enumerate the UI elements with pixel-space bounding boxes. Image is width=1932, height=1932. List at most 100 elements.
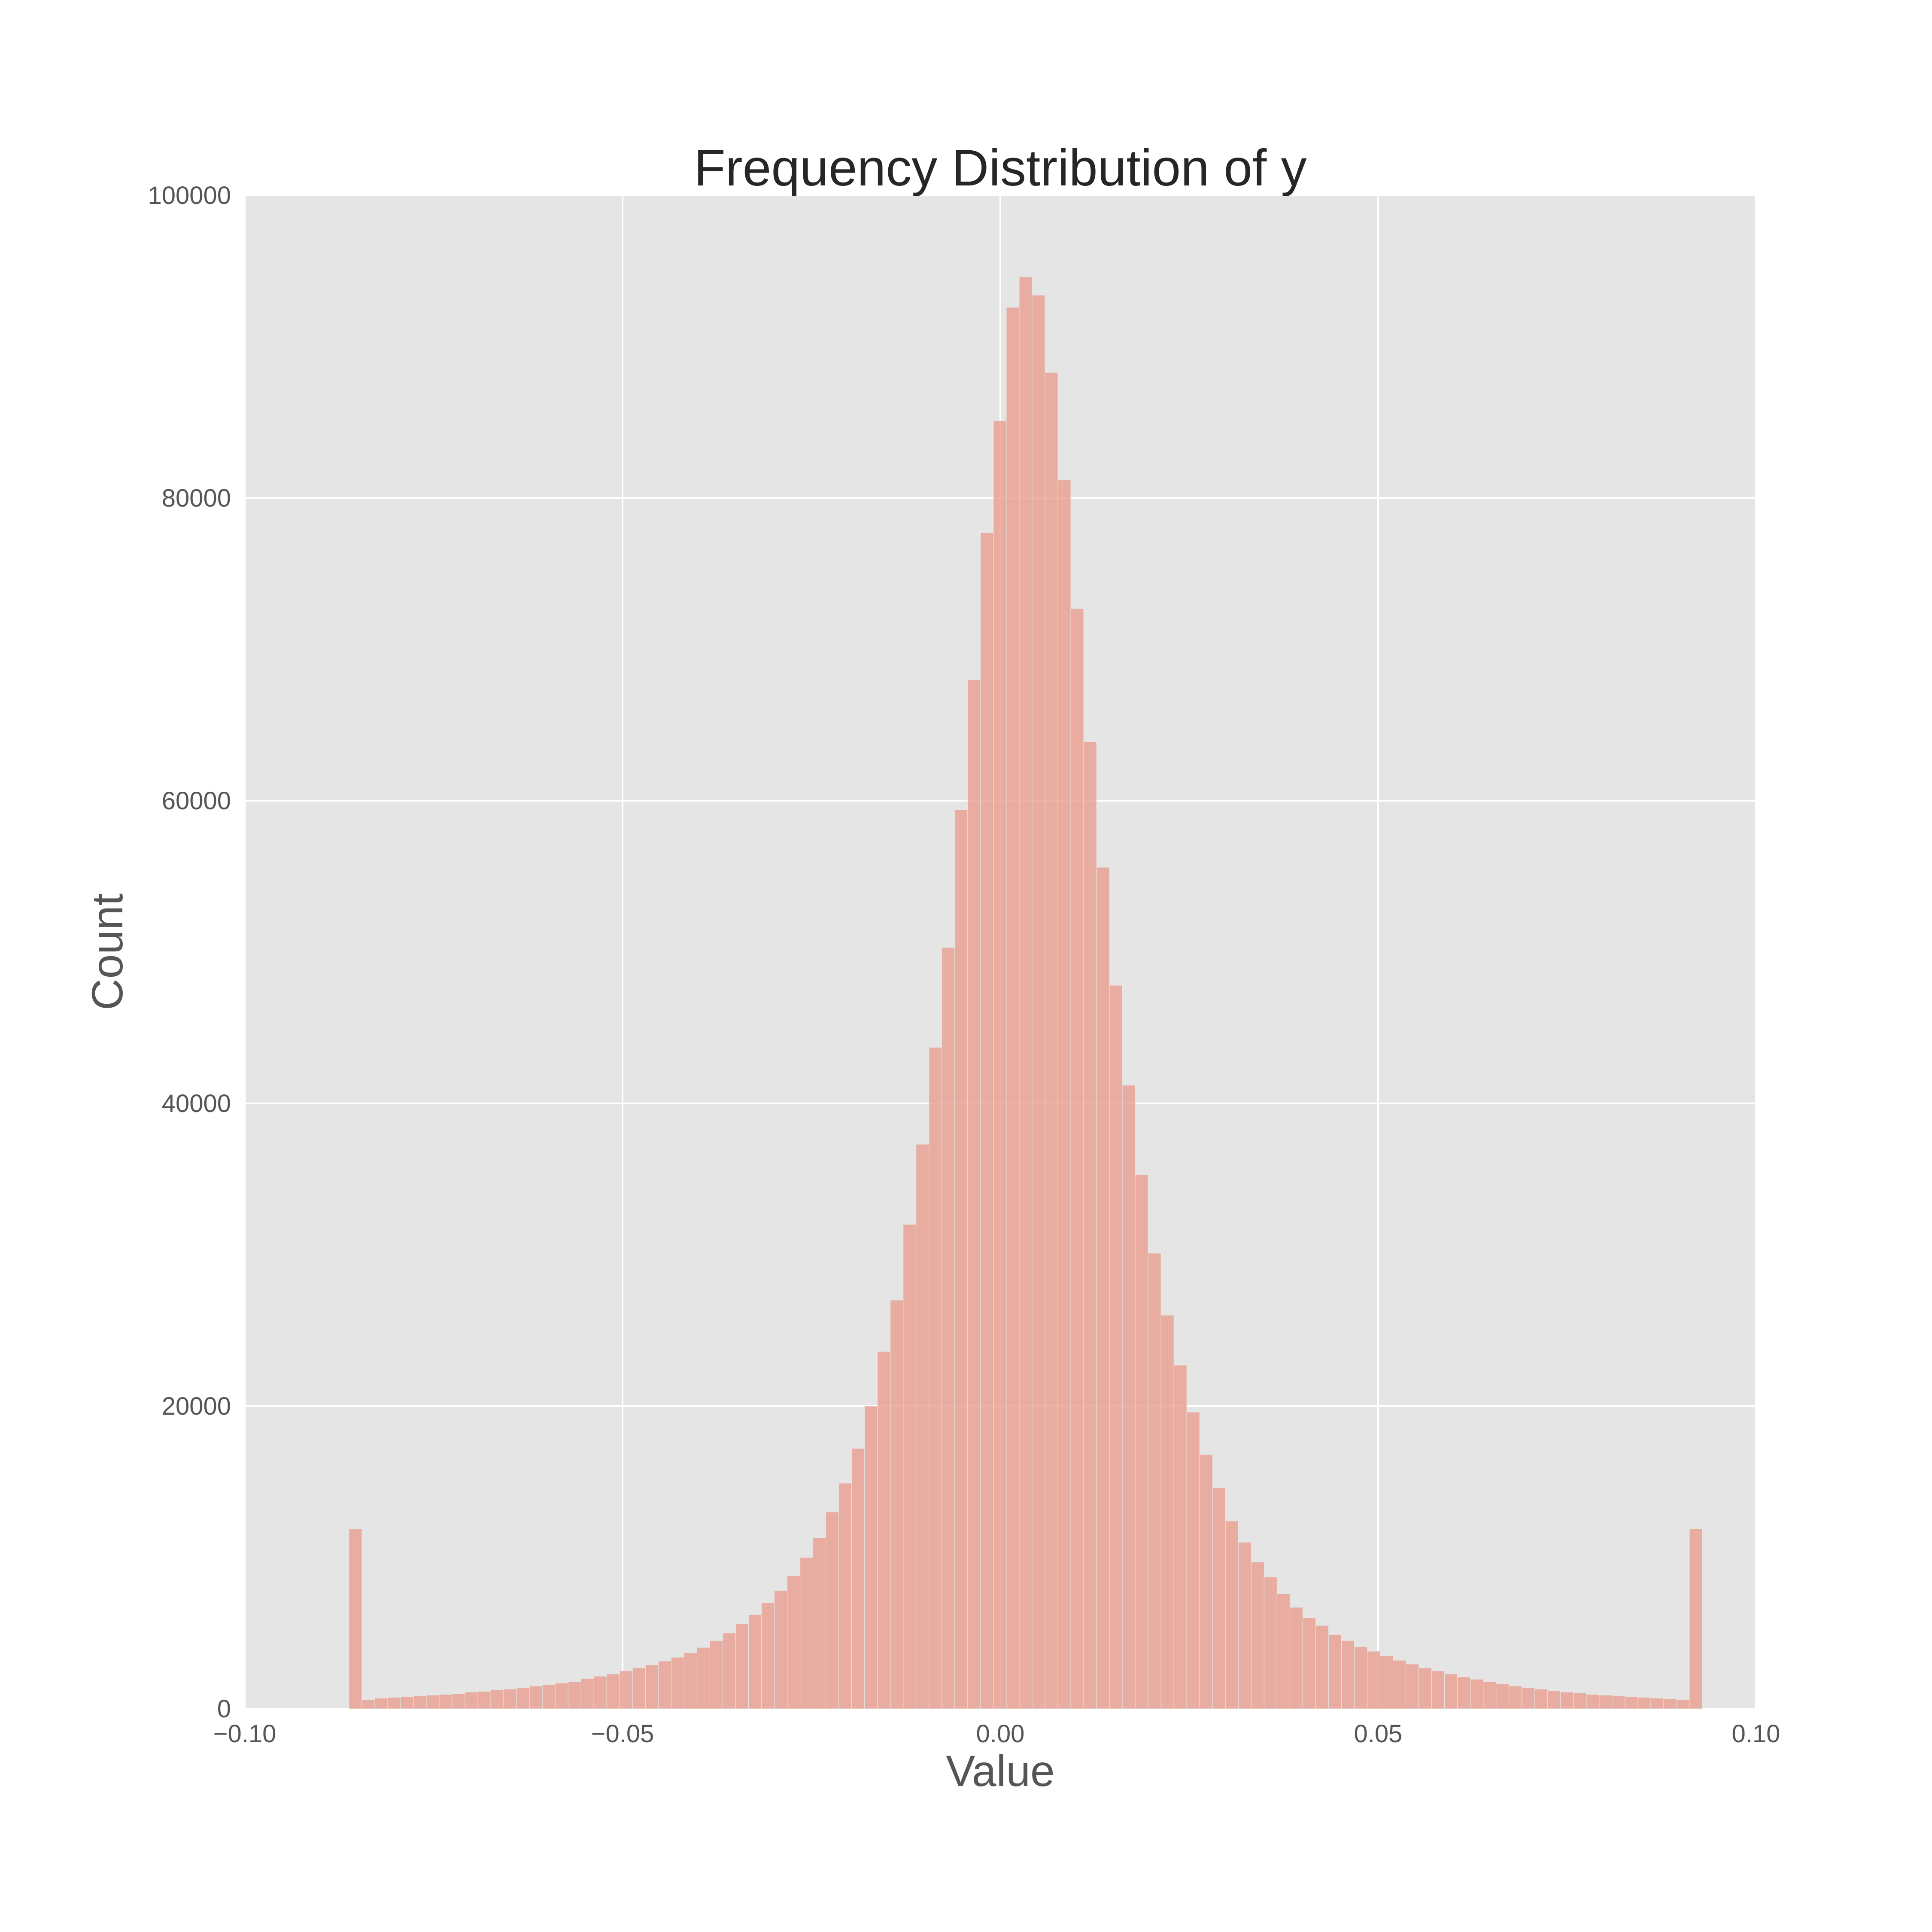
histogram-bar (696, 1647, 710, 1709)
histogram-bar (632, 1668, 646, 1709)
histogram-bar (1637, 1697, 1651, 1709)
histogram-bar (709, 1640, 723, 1709)
histogram-bar (1419, 1668, 1432, 1709)
histogram-bar (787, 1575, 801, 1709)
histogram-bar (877, 1351, 891, 1709)
histogram-bar (1238, 1542, 1252, 1709)
histogram-bar (1341, 1640, 1355, 1709)
histogram-bar (1625, 1696, 1638, 1709)
histogram-bar (1496, 1683, 1510, 1709)
histogram-bar (361, 1699, 375, 1709)
histogram-bar (993, 420, 1007, 1709)
histogram-bar (426, 1695, 440, 1709)
histogram-bars (349, 276, 1703, 1709)
histogram-bar (1122, 1085, 1136, 1709)
histogram-bar (838, 1483, 852, 1709)
histogram-bar (1135, 1174, 1148, 1709)
histogram-bar (1599, 1695, 1613, 1709)
histogram-bar (671, 1657, 684, 1709)
y-tick-label: 40000 (162, 1090, 231, 1118)
histogram-bar (1406, 1664, 1419, 1709)
histogram-bar (1380, 1656, 1394, 1709)
y-tick-label: 80000 (162, 484, 231, 512)
x-tick-label: 0.00 (976, 1720, 1025, 1748)
histogram-bar (864, 1406, 878, 1709)
histogram-bar (1148, 1253, 1161, 1709)
histogram-bar (1186, 1412, 1200, 1709)
histogram-bar (413, 1695, 427, 1709)
x-tick-label: −0.05 (591, 1720, 654, 1748)
histogram-bar (619, 1671, 633, 1709)
histogram-bar (503, 1689, 517, 1709)
histogram-bar (942, 947, 955, 1709)
histogram-bar (1032, 295, 1045, 1709)
histogram-bar (1470, 1679, 1484, 1709)
histogram-bar (774, 1590, 788, 1709)
histogram-bar (1276, 1593, 1290, 1709)
histogram-bar (1096, 867, 1110, 1709)
histogram-bar (1534, 1689, 1548, 1709)
histogram-bar (1302, 1618, 1316, 1709)
histogram-bar (477, 1691, 491, 1709)
histogram-bar (580, 1678, 594, 1709)
histogram-bar (1509, 1686, 1522, 1709)
histogram-bar (1547, 1690, 1561, 1709)
histogram-bar (813, 1537, 826, 1709)
histogram-bar (761, 1602, 775, 1709)
histogram-bar (1367, 1651, 1381, 1709)
y-tick-label: 100000 (148, 182, 231, 210)
histogram-bar (1483, 1681, 1497, 1709)
x-tick-labels: −0.10 −0.05 0.00 0.05 0.10 (213, 1720, 1780, 1748)
histogram-bar (606, 1674, 620, 1709)
histogram-bar (1083, 741, 1097, 1709)
histogram-bar (465, 1692, 478, 1709)
histogram-bar (645, 1665, 659, 1709)
histogram-bar (1328, 1634, 1342, 1709)
histogram-bar (1057, 480, 1071, 1709)
histogram-bar (1560, 1692, 1574, 1709)
histogram-bar (890, 1300, 904, 1709)
histogram-bar (1650, 1698, 1664, 1709)
histogram-bar (1689, 1528, 1703, 1709)
histogram-bar (1199, 1454, 1213, 1709)
histogram-bar (916, 1144, 930, 1709)
histogram-bar (929, 1047, 942, 1709)
y-tick-label: 20000 (162, 1392, 231, 1420)
histogram-bar (1444, 1674, 1458, 1709)
histogram-bar (516, 1687, 530, 1709)
histogram-bar (735, 1624, 749, 1709)
histogram-bar (349, 1528, 362, 1709)
histogram-bar (439, 1694, 453, 1709)
x-tick-label: −0.10 (213, 1720, 276, 1748)
histogram-bar (387, 1697, 401, 1709)
histogram-bar (542, 1684, 556, 1709)
histogram-bar (568, 1681, 581, 1709)
histogram-bar (967, 679, 981, 1709)
histogram-bar (555, 1683, 568, 1709)
histogram-bar (1212, 1487, 1226, 1709)
histogram-bar (1612, 1695, 1625, 1709)
histogram-bar (1109, 985, 1123, 1709)
histogram-bar (748, 1614, 762, 1709)
histogram-bar (593, 1676, 607, 1709)
histogram-bar (1522, 1687, 1535, 1709)
histogram-bar (980, 532, 994, 1709)
histogram-bar (1289, 1607, 1303, 1709)
histogram-bar (400, 1696, 414, 1709)
histogram-bar (658, 1661, 671, 1709)
histogram-bar (851, 1448, 865, 1709)
histogram-bar (903, 1224, 917, 1709)
x-axis-label: Value (946, 1747, 1054, 1795)
histogram-bar (1045, 372, 1058, 1709)
y-tick-label: 60000 (162, 787, 231, 815)
histogram-bar (1431, 1671, 1445, 1709)
histogram-bar (490, 1689, 504, 1709)
y-tick-labels: 0 20000 40000 60000 80000 100000 (148, 182, 231, 1723)
histogram-bar (1264, 1577, 1277, 1709)
histogram-bar (374, 1698, 388, 1709)
histogram-bar (1160, 1315, 1174, 1709)
histogram-bar (452, 1693, 465, 1709)
chart-title: Frequency Distribution of y (694, 139, 1306, 197)
histogram-bar (1315, 1625, 1329, 1709)
